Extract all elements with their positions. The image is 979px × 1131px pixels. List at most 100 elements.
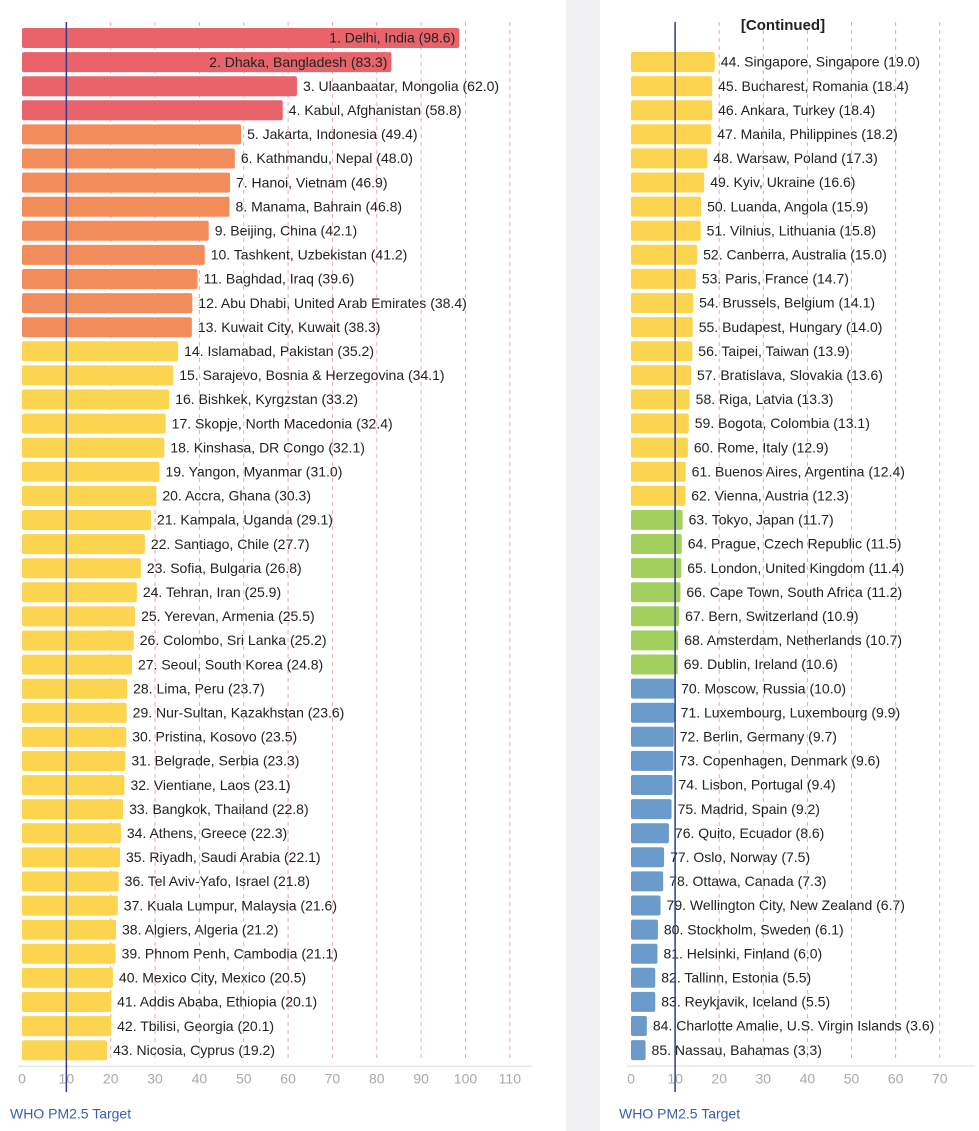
bar (631, 437, 688, 458)
bar-label: 78. Ottawa, Canada (7.3) (669, 873, 826, 889)
bar-label: 48. Warsaw, Poland (17.3) (713, 150, 877, 166)
bar (22, 775, 125, 796)
bar (631, 654, 678, 675)
bar-label: 68. Amsterdam, Netherlands (10.7) (684, 632, 902, 648)
bar (631, 268, 696, 289)
bar-label: 30. Pristina, Kosovo (23.5) (132, 729, 297, 745)
bar-label: 5. Jakarta, Indonesia (49.4) (247, 126, 417, 142)
bar (22, 413, 166, 434)
bar (22, 244, 205, 265)
bar-label: 24. Tehran, Iran (25.9) (143, 584, 281, 600)
bar-label: 20. Accra, Ghana (30.3) (162, 488, 311, 504)
bar-label: 64. Prague, Czech Republic (11.5) (688, 536, 902, 552)
bar-label: 65. London, United Kingdom (11.4) (687, 560, 904, 576)
bar (22, 871, 119, 892)
bar-label: 32. Vientiane, Laos (23.1) (130, 777, 290, 793)
bar-label: 59. Bogota, Colombia (13.1) (695, 415, 870, 431)
bar (631, 630, 679, 651)
bar (631, 76, 713, 97)
bar (22, 606, 136, 627)
bar (22, 510, 152, 530)
x-tick-label: 0 (627, 1071, 635, 1087)
bar-label: 85. Nassau, Bahamas (3.3) (652, 1042, 822, 1058)
bar-label: 2. Dhaka, Bangladesh (83.3) (209, 54, 387, 70)
x-tick-label: 60 (888, 1071, 904, 1087)
bar-label: 58. Riga, Latvia (13.3) (696, 391, 834, 407)
bar (631, 244, 698, 265)
bar (631, 702, 675, 723)
bar-label: 13. Kuwait City, Kuwait (38.3) (198, 319, 381, 335)
bar-label: 72. Berlin, Germany (9.7) (680, 729, 837, 745)
x-tick-label: 30 (756, 1071, 772, 1087)
bar (631, 799, 672, 820)
bar (22, 437, 165, 458)
bar-label: 44. Singapore, Singapore (19.0) (721, 54, 920, 70)
bar (22, 799, 124, 820)
x-tick-label: 110 (499, 1071, 522, 1087)
bar (22, 220, 209, 241)
bar (22, 558, 141, 579)
bar (631, 847, 665, 868)
bar-label: 60. Rome, Italy (12.9) (694, 439, 829, 455)
bar (22, 726, 127, 747)
bar-label: 41. Addis Ababa, Ethiopia (20.1) (117, 994, 317, 1010)
bar-label: 27. Seoul, South Korea (24.8) (138, 656, 323, 672)
bar-label: 50. Luanda, Angola (15.9) (707, 198, 868, 214)
bar-label: 56. Taipei, Taiwan (13.9) (698, 343, 849, 359)
bar-label: 16. Bishkek, Kyrgzstan (33.2) (175, 391, 358, 407)
bar-label: 12. Abu Dhabi, United Arab Emirates (38.… (198, 295, 466, 311)
bar-label: 52. Canberra, Australia (15.0) (703, 247, 887, 263)
bar-label: 46. Ankara, Turkey (18.4) (718, 102, 875, 118)
bar-label: 25. Yerevan, Armenia (25.5) (141, 608, 315, 624)
bar (22, 293, 193, 314)
bar-label: 14. Islamabad, Pakistan (35.2) (184, 343, 374, 359)
bar-label: 6. Kathmandu, Nepal (48.0) (241, 150, 413, 166)
bar-label: 18. Kinshasa, DR Congo (32.1) (170, 439, 365, 455)
bar (22, 172, 230, 193)
bar-label: 22. Santiago, Chile (27.7) (151, 536, 310, 552)
bar (631, 509, 683, 530)
bar (22, 365, 174, 386)
bar (631, 1016, 647, 1036)
bar (22, 847, 121, 868)
bar (631, 991, 656, 1012)
bar-label: 80. Stockholm, Sweden (6.1) (664, 921, 844, 937)
bar-label: 81. Helsinki, Finland (6.0) (663, 945, 822, 961)
bar (22, 630, 134, 651)
bar-label: 17. Skopje, North Macedonia (32.4) (172, 415, 393, 431)
bar (22, 751, 126, 771)
bar-label: 47. Manila, Philippines (18.2) (717, 126, 898, 142)
bar (631, 317, 693, 338)
x-tick-label: 80 (369, 1071, 385, 1087)
x-tick-label: 0 (18, 1071, 26, 1087)
bar (22, 196, 230, 217)
bar-label: 40. Mexico City, Mexico (20.5) (119, 970, 306, 986)
bar (631, 389, 690, 410)
bar (631, 967, 656, 988)
bar-label: 57. Bratislava, Slovakia (13.6) (697, 367, 883, 383)
bar-label: 61. Buenos Aires, Argentina (12.4) (692, 463, 905, 479)
bar (631, 461, 686, 482)
bar (631, 485, 686, 506)
bar-label: 53. Paris, France (14.7) (702, 271, 849, 287)
bar (22, 582, 137, 603)
bar-label: 4. Kabul, Afghanistan (58.8) (289, 102, 462, 118)
bar-label: 37. Kuala Lumpur, Malaysia (21.6) (124, 897, 337, 913)
bar-label: 83. Reykjavik, Iceland (5.5) (661, 994, 830, 1010)
x-tick-label: 30 (147, 1071, 163, 1087)
x-tick-label: 20 (711, 1071, 727, 1087)
bar-label: 28. Lima, Peru (23.7) (133, 680, 265, 696)
bar (631, 293, 694, 313)
bar (22, 124, 242, 145)
bar-label: 10. Tashkent, Uzbekistan (41.2) (211, 247, 408, 263)
bar (631, 582, 681, 603)
bar-label: 77. Oslo, Norway (7.5) (670, 849, 810, 865)
bar (631, 196, 702, 217)
bar-label: 67. Bern, Switzerland (10.9) (685, 608, 859, 624)
chart-title: [Continued] (741, 17, 825, 34)
bar-label: 19. Yangon, Myanmar (31.0) (165, 464, 342, 480)
bar-label: 62. Vienna, Austria (12.3) (691, 488, 849, 504)
bar-label: 79. Wellington City, New Zealand (6.7) (667, 897, 905, 913)
x-tick-label: 70 (325, 1071, 341, 1087)
